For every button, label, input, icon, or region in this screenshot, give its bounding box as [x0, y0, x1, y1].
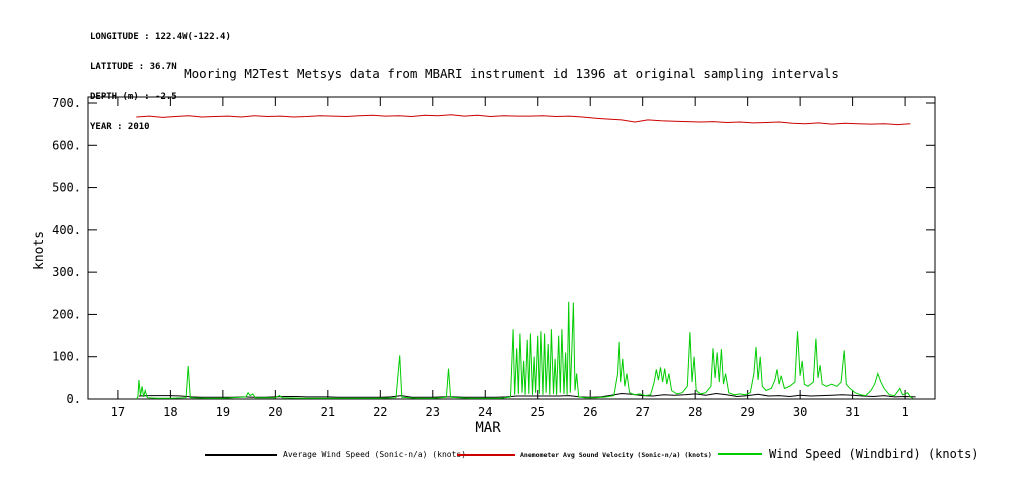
x-tick-label: 21	[321, 405, 335, 419]
green-line-swatch	[718, 453, 762, 455]
axes-frame	[87, 96, 936, 400]
plot-title: Mooring M2Test Metsys data from MBARI in…	[184, 66, 839, 81]
latitude-line: LATITUDE : 36.7N	[90, 62, 177, 72]
legend-label-avg-wind-speed: Average Wind Speed (Sonic-n/a) (knots)	[283, 450, 467, 459]
series-avg-wind-speed	[138, 392, 916, 398]
y-tick-label: 400.	[52, 223, 81, 237]
red-line-swatch	[457, 454, 515, 456]
x-tick-label: 31	[845, 405, 859, 419]
series-windbird-wind-speed	[135, 301, 914, 400]
x-axis-label: MAR	[475, 420, 501, 436]
y-tick-label: 200.	[52, 307, 81, 321]
y-tick-label: 500.	[52, 181, 81, 195]
x-tick-label: 25	[531, 405, 545, 419]
legend-label-sound-velocity: Anemometer Avg Sound Velocity (Sonic-n/a…	[520, 451, 712, 459]
x-tick-label: 23	[426, 405, 440, 419]
black-line-swatch	[205, 453, 277, 456]
legend-item-sound-velocity: Anemometer Avg Sound Velocity (Sonic-n/a…	[457, 451, 712, 459]
y-tick-label: 100.	[52, 350, 81, 364]
x-tick-label: 1	[901, 405, 908, 419]
y-tick-label: 300.	[52, 265, 81, 279]
legend-label-windbird: Wind Speed (Windbird) (knots)	[769, 447, 979, 461]
series-sound-velocity	[136, 114, 911, 126]
x-tick-label: 26	[583, 405, 597, 419]
x-tick-label: 24	[478, 405, 492, 419]
y-axis-label: knots	[32, 230, 47, 270]
x-tick-label: 17	[111, 405, 125, 419]
x-tick-label: 30	[793, 405, 807, 419]
x-tick-label: 22	[373, 405, 387, 419]
y-tick-label: 0.	[67, 392, 81, 406]
x-tick-label: 19	[216, 405, 230, 419]
x-tick-label: 27	[635, 405, 649, 419]
x-tick-label: 29	[740, 405, 754, 419]
y-tick-label: 600.	[52, 138, 81, 152]
x-tick-label: 20	[268, 405, 282, 419]
legend-item-windbird: Wind Speed (Windbird) (knots)	[718, 447, 979, 461]
x-tick-label: 28	[688, 405, 702, 419]
longitude-line: LONGITUDE : 122.4W(-122.4)	[90, 32, 231, 42]
legend-item-avg-wind-speed: Average Wind Speed (Sonic-n/a) (knots)	[205, 450, 466, 459]
x-tick-label: 18	[163, 405, 177, 419]
legend: Average Wind Speed (Sonic-n/a) (knots) A…	[0, 444, 1009, 464]
y-tick-label: 700.	[52, 96, 81, 110]
year-line: YEAR : 2010	[90, 122, 150, 132]
